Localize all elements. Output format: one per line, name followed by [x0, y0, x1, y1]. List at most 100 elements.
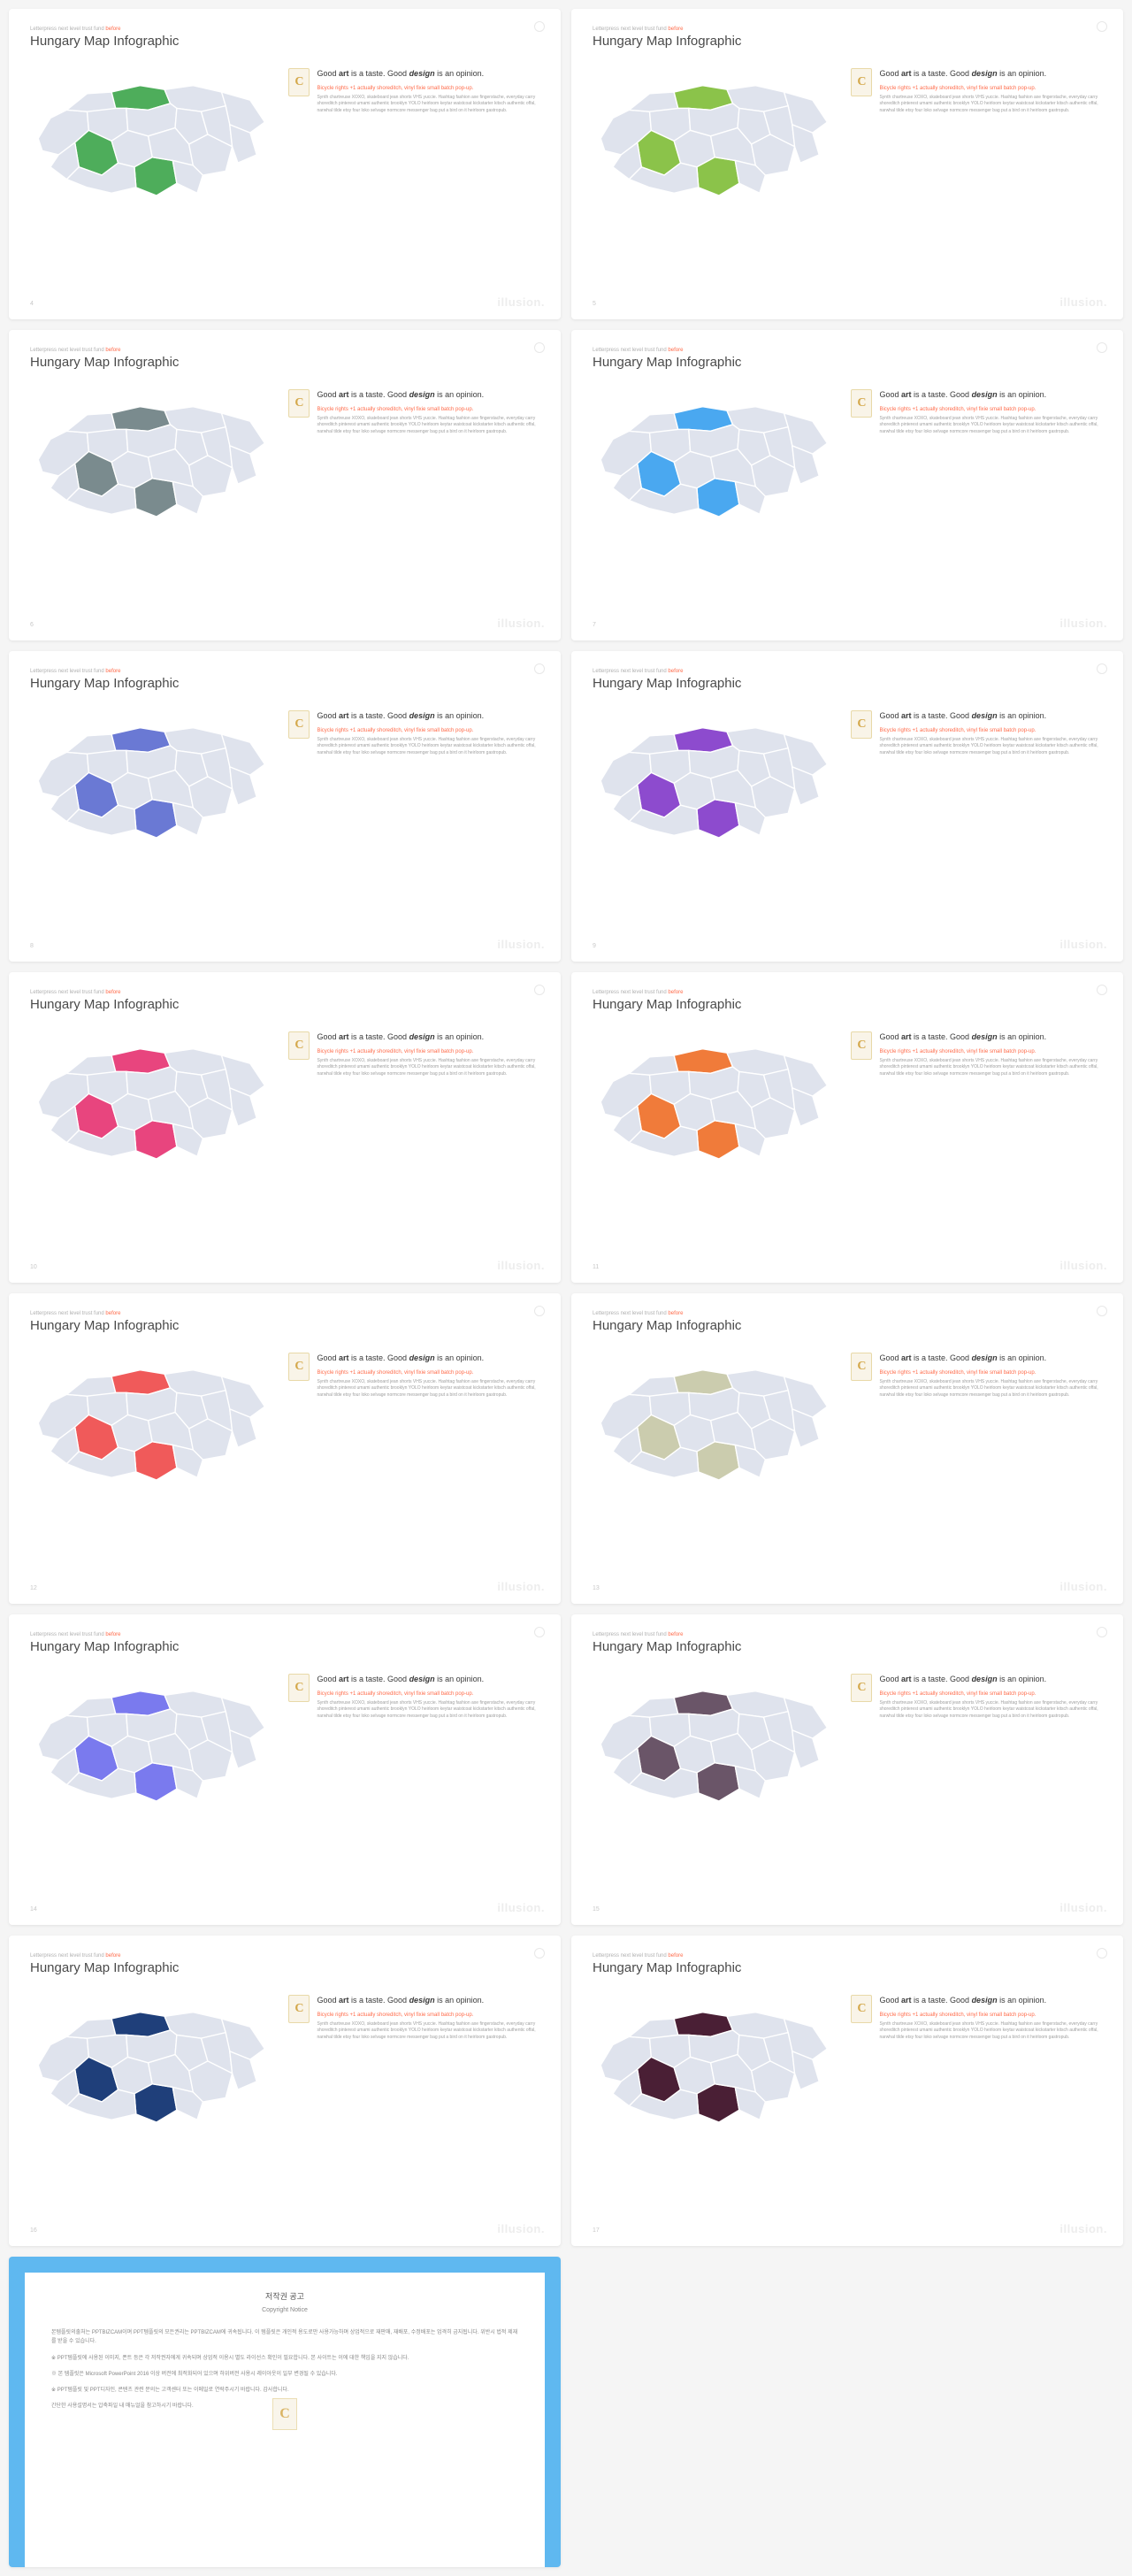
page-number: 5 — [593, 301, 596, 307]
sun-icon — [534, 1306, 545, 1316]
badge-icon: C — [288, 710, 310, 739]
hungary-map — [30, 1667, 274, 1821]
headline: Good art is a taste. Good design is an o… — [879, 1031, 1102, 1043]
pretitle-text: Letterpress next level trust fund — [30, 1632, 105, 1637]
body-text: Synth chartreuse XOXO, skateboard jean s… — [879, 1700, 1102, 1721]
pretitle-text: Letterpress next level trust fund — [593, 990, 668, 995]
badge-icon: C — [288, 68, 310, 96]
copyright-slide: 저작권 공고 Copyright Notice 본템플릿의출처는 PPTBIZC… — [9, 2257, 561, 2567]
slide-title: Hungary Map Infographic — [593, 1318, 1102, 1333]
subheadline: Bicycle rights +1 actually shoreditch, v… — [879, 1690, 1102, 1698]
badge-icon: C — [851, 68, 872, 96]
slide-title: Hungary Map Infographic — [30, 1960, 539, 1975]
sun-icon — [534, 21, 545, 32]
badge-icon: C — [851, 1031, 872, 1060]
slide-pretitle: Letterpress next level trust fund before — [30, 990, 539, 995]
headline: Good art is a taste. Good design is an o… — [879, 389, 1102, 401]
pretitle-text: Letterpress next level trust fund — [593, 27, 668, 32]
pretitle-text: Letterpress next level trust fund — [593, 1311, 668, 1316]
slide-title: Hungary Map Infographic — [593, 997, 1102, 1012]
body-text: Synth chartreuse XOXO, skateboard jean s… — [317, 1700, 539, 1721]
subheadline: Bicycle rights +1 actually shoreditch, v… — [879, 1369, 1102, 1376]
map-container — [30, 1024, 274, 1184]
hungary-map — [593, 1024, 837, 1179]
subheadline: Bicycle rights +1 actually shoreditch, v… — [317, 85, 539, 92]
badge-icon: C — [851, 389, 872, 418]
subheadline: Bicycle rights +1 actually shoreditch, v… — [879, 727, 1102, 734]
badge-icon: C — [288, 389, 310, 418]
slide-pretitle: Letterpress next level trust fund before — [593, 1632, 1102, 1637]
slide: Letterpress next level trust fund before… — [9, 1936, 561, 2246]
hungary-map — [593, 382, 837, 537]
slide-title: Hungary Map Infographic — [30, 1318, 539, 1333]
hungary-map — [30, 1988, 274, 2143]
watermark: illusion. — [1059, 938, 1107, 951]
sun-icon — [1097, 1306, 1107, 1316]
hungary-map — [593, 703, 837, 858]
watermark: illusion. — [1059, 1580, 1107, 1593]
watermark: illusion. — [1059, 295, 1107, 309]
map-container — [593, 703, 837, 862]
watermark: illusion. — [497, 1901, 545, 1914]
slide-pretitle: Letterpress next level trust fund before — [30, 348, 539, 353]
headline: Good art is a taste. Good design is an o… — [317, 68, 539, 80]
sun-icon — [534, 663, 545, 674]
watermark: illusion. — [1059, 617, 1107, 630]
map-container — [30, 1667, 274, 1826]
pretitle-text: Letterpress next level trust fund — [593, 669, 668, 674]
slide: Letterpress next level trust fund before… — [571, 330, 1123, 640]
headline: Good art is a taste. Good design is an o… — [879, 1674, 1102, 1685]
slide-title: Hungary Map Infographic — [593, 1960, 1102, 1975]
slide: Letterpress next level trust fund before… — [9, 1614, 561, 1925]
headline: Good art is a taste. Good design is an o… — [317, 1031, 539, 1043]
pretitle-accent: before — [105, 1953, 120, 1959]
sun-icon — [534, 1627, 545, 1637]
slide: Letterpress next level trust fund before… — [571, 1936, 1123, 2246]
sun-icon — [1097, 342, 1107, 353]
body-text: Synth chartreuse XOXO, skateboard jean s… — [317, 737, 539, 757]
badge-icon: C — [851, 710, 872, 739]
pretitle-text: Letterpress next level trust fund — [593, 348, 668, 353]
subheadline: Bicycle rights +1 actually shoreditch, v… — [317, 2012, 539, 2019]
hungary-map — [30, 703, 274, 858]
pretitle-text: Letterpress next level trust fund — [30, 27, 105, 32]
sun-icon — [1097, 663, 1107, 674]
badge-icon: C — [288, 1031, 310, 1060]
headline: Good art is a taste. Good design is an o… — [317, 1995, 539, 2006]
copyright-title-en: Copyright Notice — [51, 2305, 518, 2316]
body-text: Synth chartreuse XOXO, skateboard jean s… — [879, 416, 1102, 436]
pretitle-accent: before — [105, 348, 120, 353]
slide-pretitle: Letterpress next level trust fund before — [593, 669, 1102, 674]
slide-title: Hungary Map Infographic — [30, 34, 539, 49]
watermark: illusion. — [1059, 1259, 1107, 1272]
hungary-map — [30, 382, 274, 537]
page-number: 8 — [30, 943, 34, 949]
slide: Letterpress next level trust fund before… — [9, 330, 561, 640]
pretitle-accent: before — [668, 669, 683, 674]
sun-icon — [534, 342, 545, 353]
slide-pretitle: Letterpress next level trust fund before — [593, 348, 1102, 353]
map-container — [593, 61, 837, 220]
pretitle-text: Letterpress next level trust fund — [30, 1953, 105, 1959]
headline: Good art is a taste. Good design is an o… — [879, 1995, 1102, 2006]
watermark: illusion. — [1059, 2222, 1107, 2235]
pretitle-text: Letterpress next level trust fund — [30, 669, 105, 674]
slide-title: Hungary Map Infographic — [593, 34, 1102, 49]
subheadline: Bicycle rights +1 actually shoreditch, v… — [879, 85, 1102, 92]
map-container — [30, 703, 274, 862]
page-number: 9 — [593, 943, 596, 949]
headline: Good art is a taste. Good design is an o… — [879, 1353, 1102, 1364]
sun-icon — [1097, 1948, 1107, 1959]
subheadline: Bicycle rights +1 actually shoreditch, v… — [317, 1690, 539, 1698]
copyright-title-ko: 저작권 공고 — [51, 2290, 518, 2304]
pretitle-accent: before — [105, 27, 120, 32]
hungary-map — [30, 1024, 274, 1179]
badge-icon: C — [851, 1353, 872, 1381]
slide-pretitle: Letterpress next level trust fund before — [593, 27, 1102, 32]
body-text: Synth chartreuse XOXO, skateboard jean s… — [879, 1058, 1102, 1078]
watermark: illusion. — [497, 2222, 545, 2235]
hungary-map — [593, 1346, 837, 1500]
slide: Letterpress next level trust fund before… — [571, 1614, 1123, 1925]
watermark: illusion. — [1059, 1901, 1107, 1914]
hungary-map — [30, 61, 274, 216]
